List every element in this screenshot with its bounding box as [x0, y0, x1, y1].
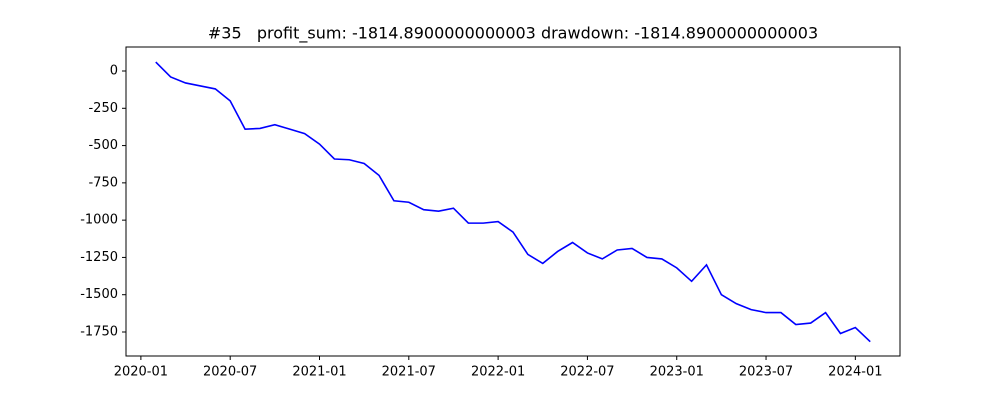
chart-title: #35 profit_sum: -1814.8900000000003 draw… [208, 24, 818, 44]
y-tick-label: -500 [88, 138, 118, 153]
x-tick-label: 2020-01 [114, 365, 168, 380]
x-tick-label: 2021-07 [382, 365, 436, 380]
plot-frame [125, 46, 901, 357]
y-tick-label: -750 [88, 175, 118, 190]
x-tick-label: 2022-01 [471, 365, 525, 380]
x-tick-label: 2023-01 [650, 365, 704, 380]
x-tick-label: 2021-01 [292, 365, 346, 380]
x-tick-label: 2023-07 [739, 365, 793, 380]
y-tick-label: -1500 [80, 287, 118, 302]
y-tick-label: -1750 [80, 324, 118, 339]
y-tick-label: -250 [88, 101, 118, 116]
y-tick-label: -1000 [80, 213, 118, 228]
x-tick-label: 2020-07 [203, 365, 257, 380]
y-tick-label: -1250 [80, 250, 118, 265]
y-tick-label: 0 [110, 64, 118, 79]
x-tick-label: 2024-01 [828, 365, 882, 380]
x-tick-label: 2022-07 [560, 365, 614, 380]
line [155, 61, 871, 343]
